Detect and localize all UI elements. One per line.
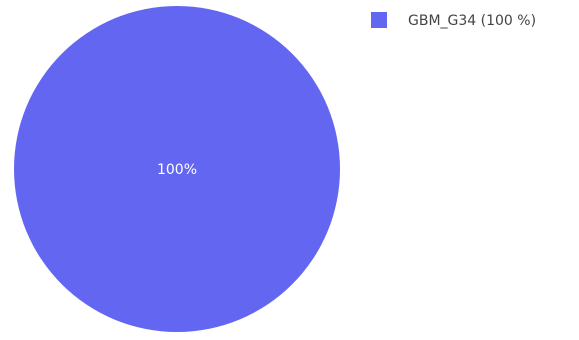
- legend: GBM_G34 (100 %): [371, 12, 536, 29]
- legend-item[interactable]: GBM_G34 (100 %): [371, 12, 536, 29]
- pie-slices: [14, 6, 340, 332]
- pie-slice-labels: 100%: [157, 162, 197, 178]
- legend-label: GBM_G34 (100 %): [408, 13, 536, 29]
- pie-slice-gbm_g34: [14, 6, 340, 332]
- pie-slice-label: 100%: [157, 162, 197, 178]
- legend-swatch: [371, 12, 387, 28]
